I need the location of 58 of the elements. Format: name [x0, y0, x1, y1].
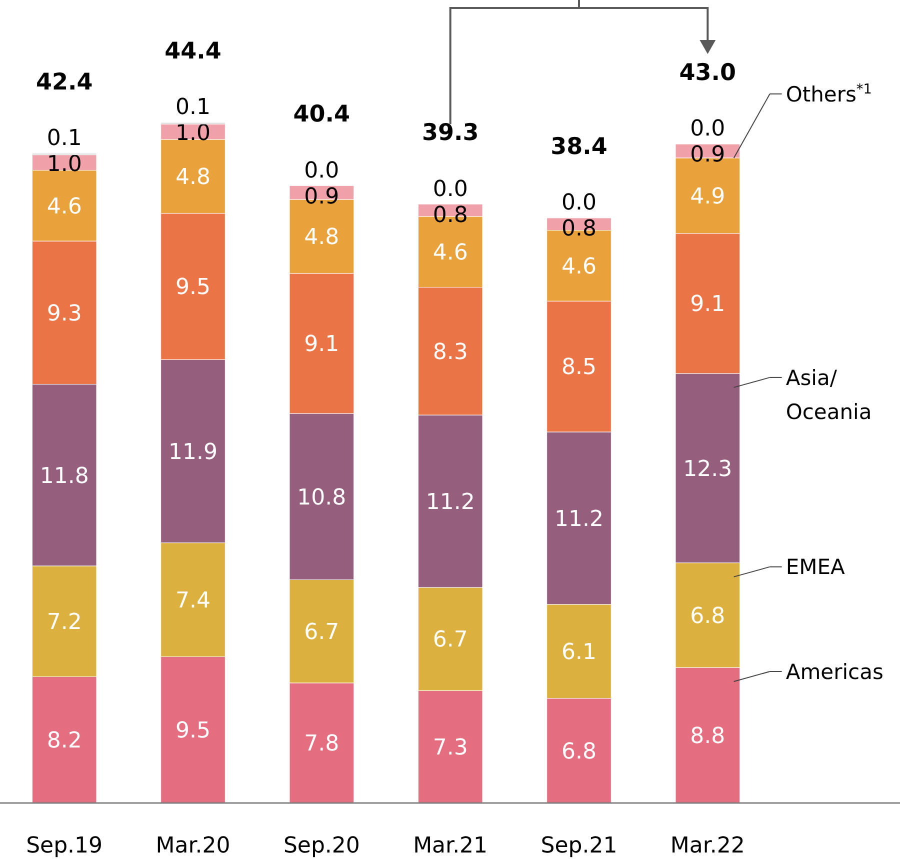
data-label: 11.8 — [40, 464, 89, 489]
data-label: 0.9 — [690, 142, 726, 168]
data-label: 11.9 — [168, 440, 218, 465]
x-tick-label: Sep.19 — [26, 834, 103, 859]
data-label: 7.2 — [46, 610, 82, 636]
data-label: 0.0 — [304, 158, 340, 184]
data-label: 4.8 — [304, 225, 340, 250]
data-label: 8.3 — [432, 340, 468, 365]
data-label: 8.8 — [690, 724, 726, 749]
data-label: 0.9 — [304, 184, 340, 210]
data-label: 0.0 — [690, 116, 726, 142]
data-label: 6.1 — [562, 640, 596, 666]
data-label: 0.0 — [562, 190, 596, 216]
text: Asia/Oceania — [786, 366, 872, 424]
data-label: 0.1 — [176, 95, 210, 120]
data-label: 9.3 — [46, 301, 82, 326]
data-label: 4.9 — [690, 184, 726, 210]
data-label: 8.2 — [46, 728, 82, 754]
data-label: 7.4 — [176, 588, 210, 614]
total-label: 42.4 — [36, 69, 93, 96]
data-label: 0.8 — [432, 202, 468, 228]
data-label: 4.6 — [46, 194, 82, 220]
data-label: 7.3 — [432, 736, 468, 761]
data-label: 0.0 — [432, 176, 468, 202]
data-label: 6.8 — [690, 604, 726, 629]
data-label: 7.8 — [304, 732, 340, 757]
data-label: 12.3 — [683, 456, 732, 482]
x-tick-label: Sep.20 — [283, 834, 360, 859]
data-label: 4.6 — [432, 240, 468, 266]
data-label: 11.2 — [426, 490, 475, 515]
data-label: 1.0 — [176, 121, 210, 146]
data-label: 11.2 — [554, 506, 604, 532]
x-tick-label: Mar.21 — [413, 834, 488, 859]
x-tick-label: Mar.20 — [156, 834, 230, 859]
data-label: 0.1 — [46, 126, 82, 151]
data-label: 6.7 — [304, 620, 340, 646]
data-label: 9.5 — [176, 275, 210, 300]
data-label: 6.7 — [432, 628, 468, 653]
data-label: 9.5 — [176, 718, 210, 744]
data-label: 0.8 — [562, 216, 596, 242]
x-tick-label: Mar.22 — [670, 834, 745, 859]
data-label: 6.8 — [562, 739, 596, 764]
text: Americas — [786, 660, 884, 684]
total-label: 43.0 — [679, 60, 736, 86]
total-label: 40.4 — [293, 102, 350, 128]
data-label: 1.0 — [46, 152, 82, 177]
total-label: 38.4 — [550, 134, 608, 160]
data-label: 10.8 — [297, 485, 346, 510]
total-label: 39.3 — [422, 120, 479, 146]
x-tick-label: Sep.21 — [540, 834, 618, 859]
data-label: 8.5 — [562, 355, 596, 380]
data-label: 9.1 — [690, 292, 726, 318]
data-label: 4.6 — [562, 254, 596, 280]
text: Others$^{*1}$ — [786, 81, 872, 106]
data-label: 4.8 — [176, 165, 210, 190]
total-label: 44.4 — [164, 38, 222, 65]
text: EMEA — [786, 555, 846, 580]
data-label: 9.1 — [304, 332, 340, 358]
